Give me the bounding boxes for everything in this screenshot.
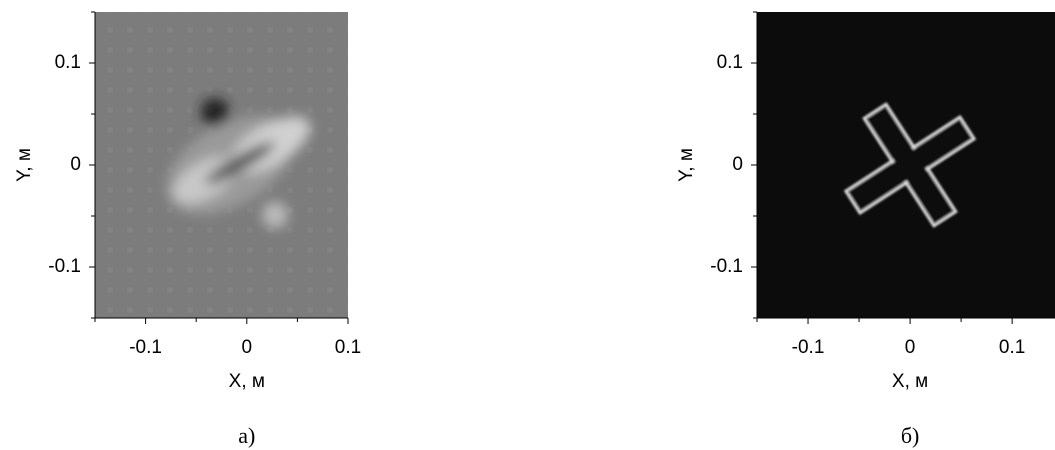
y-axis-label: Y, м — [676, 148, 697, 182]
y-tick-label: -0.1 — [48, 256, 81, 277]
x-axis-label: X, м — [229, 371, 265, 392]
y-tick-label: -0.1 — [710, 256, 743, 277]
y-tick-label: 0.1 — [55, 52, 81, 73]
x-tick-label: -0.1 — [129, 337, 162, 358]
caption: б) — [901, 423, 920, 448]
y-tick-label: 0.1 — [717, 52, 743, 73]
x-tick-label: 0 — [905, 337, 916, 358]
x-tick-label: -0.1 — [792, 337, 825, 358]
image-a — [95, 12, 348, 318]
x-tick-label: 0.1 — [335, 337, 361, 358]
x-axis-label: X, м — [892, 371, 928, 392]
image-b — [757, 12, 1055, 318]
y-tick-label: 0 — [732, 154, 743, 175]
x-tick-label: 0 — [242, 337, 253, 358]
x-tick-label: 0.1 — [999, 337, 1025, 358]
y-axis-label: Y, м — [14, 148, 35, 182]
y-tick-label: 0 — [70, 154, 81, 175]
figure: -0.1 0 0.1 -0.1 0 0.1 X, м Y, м а) -0.1 0 0.1 -0.1 0 0… — [0, 0, 1055, 450]
caption: а) — [238, 423, 255, 448]
